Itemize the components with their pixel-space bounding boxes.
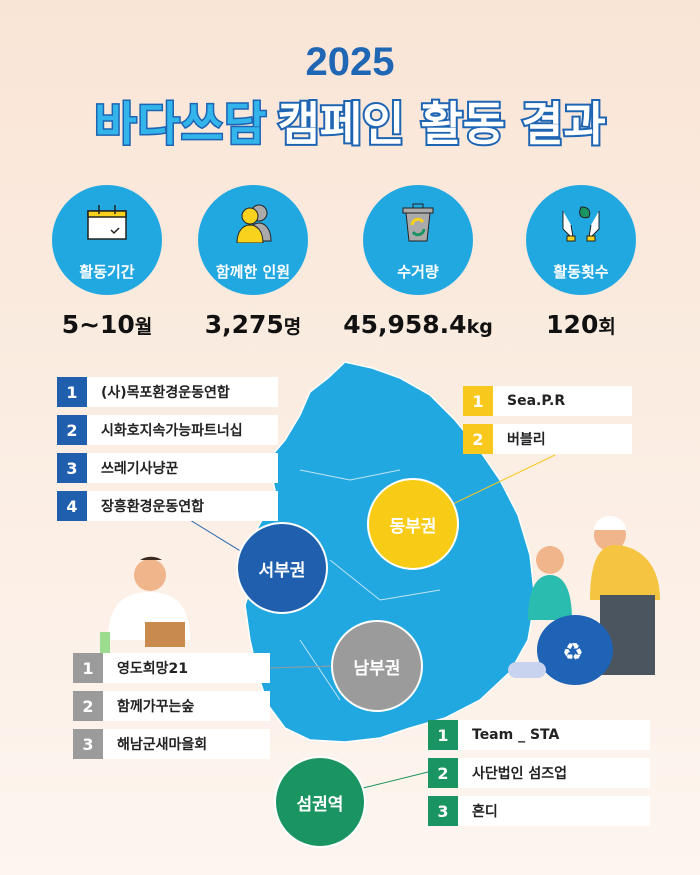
list-item: 2 함께가꾸는숲 [73,691,270,721]
list-item: 1 Team _ STA [428,720,650,750]
list-item: 3 혼디 [428,796,650,826]
item-name: 시화호지속가능파트너십 [101,423,243,439]
item-name: 장흥환경운동연합 [101,499,205,515]
calendar-icon [87,205,127,240]
south-list: 1 영도희망21 2 함께가꾸는숲 3 해남군새마을회 [73,653,270,767]
item-number: 3 [428,796,458,826]
hands-leaf-icon [562,206,600,242]
volunteer-illustration-right: ♻ [508,516,660,685]
item-name: 해남군새마을회 [117,737,208,753]
stat-participants: 함께한 인원 3,275명 [173,185,333,339]
item-number: 4 [57,491,87,521]
brand-logo: 바다쓰담 [93,96,268,153]
stat-value: 120 [546,310,599,339]
stat-count: 활동횟수 120회 [501,185,661,339]
item-number: 2 [428,758,458,788]
item-name: 버블리 [507,432,546,448]
list-item: 1 (사)목포환경운동연합 [57,377,278,407]
island-list: 1 Team _ STA 2 사단법인 섬즈업 3 혼디 [428,720,650,834]
west-list: 1 (사)목포환경운동연합 2 시화호지속가능파트너십 3 쓰레기사냥꾼 4 장흥환경운… [57,377,278,529]
volunteer-illustration-left [100,556,190,654]
stat-unit: 명 [283,316,302,338]
stat-label: 수거량 [397,263,439,281]
list-item: 2 버블리 [463,424,632,454]
list-item: 3 쓰레기사냥꾼 [57,453,278,483]
stat-unit: 회 [598,316,616,338]
svg-text:♻: ♻ [562,638,584,666]
region-east: 동부권 [367,478,459,570]
stat-label: 활동기간 [79,263,135,281]
page-title: 바다쓰담 캠페인 활동 결과 [0,88,700,154]
item-number: 2 [57,415,87,445]
item-name: 영도희망21 [117,661,189,677]
item-number: 2 [463,424,493,454]
item-number: 1 [463,386,493,416]
item-name: Sea.P.R [507,393,566,409]
recycle-bin-icon [402,203,434,242]
connector-line [354,771,429,791]
stat-value: 5~10 [61,310,135,339]
item-name: 사단법인 섬즈업 [472,766,568,782]
item-name: 함께가꾸는숲 [117,699,195,715]
item-number: 3 [73,729,103,759]
list-item: 4 장흥환경운동연합 [57,491,278,521]
item-number: 2 [73,691,103,721]
connector-line [269,665,336,669]
item-name: 혼디 [472,804,498,820]
item-number: 1 [73,653,103,683]
item-name: (사)목포환경운동연합 [101,385,230,401]
item-number: 3 [57,453,87,483]
region-west: 서부권 [236,522,328,614]
item-name: 쓰레기사냥꾼 [101,461,179,477]
item-name: Team _ STA [472,727,560,743]
stat-value: 45,958.4 [343,310,467,339]
item-number: 1 [57,377,87,407]
list-item: 2 사단법인 섬즈업 [428,758,650,788]
region-island: 섬권역 [274,756,366,848]
stat-unit: 월 [134,316,153,338]
list-item: 2 시화호지속가능파트너십 [57,415,278,445]
stat-label: 활동횟수 [553,263,609,281]
year: 2025 [305,40,395,84]
list-item: 1 Sea.P.R [463,386,632,416]
stat-label: 함께한 인원 [215,263,291,281]
region-south: 남부권 [331,620,423,712]
stat-period: 활동기간 5~10월 [27,185,187,339]
list-item: 1 영도희망21 [73,653,270,683]
list-item: 3 해남군새마을회 [73,729,270,759]
item-number: 1 [428,720,458,750]
people-icon [236,204,272,243]
title-text: 캠페인 활동 결과 [275,95,607,153]
east-list: 1 Sea.P.R 2 버블리 [463,386,632,462]
stat-collected: 수거량 45,958.4kg [338,185,498,339]
stat-value: 3,275 [204,310,284,339]
stat-unit: kg [466,316,493,338]
